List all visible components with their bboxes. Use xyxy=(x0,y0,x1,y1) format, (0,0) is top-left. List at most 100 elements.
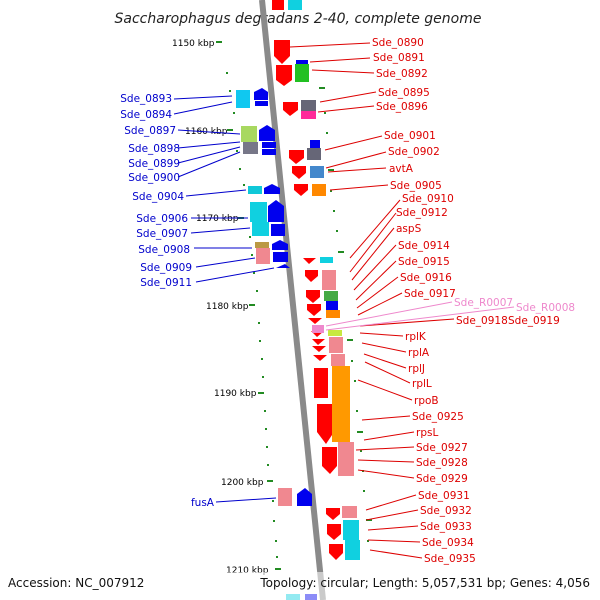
gene-label[interactable]: Sde_0894 xyxy=(120,109,172,121)
gene-label[interactable]: Sde_0934 xyxy=(422,537,474,549)
rna-gene[interactable] xyxy=(312,325,324,333)
gene-arrow[interactable] xyxy=(276,264,290,268)
gene-label[interactable]: Sde_0925 xyxy=(412,411,464,423)
gene-box[interactable] xyxy=(255,242,269,248)
gene-label[interactable]: Sde_0919 xyxy=(508,315,560,327)
gene-arrow[interactable] xyxy=(306,290,320,303)
gene-label[interactable]: Sde_0931 xyxy=(418,490,470,502)
gene-box[interactable] xyxy=(324,291,338,301)
gene-arrow[interactable] xyxy=(329,544,343,560)
gene-arrow[interactable] xyxy=(262,149,276,155)
gene-box[interactable] xyxy=(307,148,321,160)
gene-label[interactable]: rplK xyxy=(405,331,427,343)
gene-label[interactable]: rpsL xyxy=(416,427,438,439)
gene-arrow[interactable] xyxy=(273,252,288,262)
gene-arrow[interactable] xyxy=(326,508,340,520)
gene-arrow[interactable] xyxy=(310,140,320,148)
gene-label[interactable]: Sde_0900 xyxy=(128,172,180,184)
gene-box[interactable] xyxy=(310,166,324,178)
gene-label[interactable]: rplJ xyxy=(408,363,425,375)
gene-label[interactable]: Sde_0907 xyxy=(136,228,188,240)
gene-label[interactable]: Sde_0914 xyxy=(398,240,450,252)
gene-arrow[interactable] xyxy=(255,101,268,106)
gene-label[interactable]: Sde_0929 xyxy=(416,473,468,485)
gene-arrow[interactable] xyxy=(305,270,318,282)
gene-arrow[interactable] xyxy=(292,166,306,179)
gene-label[interactable]: Sde_0890 xyxy=(372,37,424,49)
gene-label[interactable]: Sde_0915 xyxy=(398,256,450,268)
gene-arrow[interactable] xyxy=(327,524,341,540)
gene-arrow[interactable] xyxy=(303,258,316,264)
gene-label[interactable]: Sde_0932 xyxy=(420,505,472,517)
gene-box[interactable] xyxy=(252,222,269,236)
gene-label[interactable]: Sde_0927 xyxy=(416,442,468,454)
gene-label[interactable]: Sde_0902 xyxy=(388,146,440,158)
gene-box[interactable] xyxy=(338,442,354,476)
gene-box[interactable] xyxy=(301,100,316,111)
gene-arrow[interactable] xyxy=(294,184,308,196)
gene-box[interactable] xyxy=(345,540,360,560)
gene-box[interactable] xyxy=(329,337,343,353)
gene-arrow[interactable] xyxy=(264,184,280,194)
gene-label[interactable]: avtA xyxy=(389,163,414,175)
gene-arrow[interactable] xyxy=(271,224,285,236)
gene-label[interactable]: Sde_0928 xyxy=(416,457,468,469)
gene-box[interactable] xyxy=(328,330,342,336)
gene-arrow[interactable] xyxy=(308,318,322,324)
gene-arrow[interactable] xyxy=(254,88,268,100)
gene-box[interactable] xyxy=(326,310,340,318)
gene-box[interactable] xyxy=(248,186,262,194)
gene-arrow[interactable] xyxy=(322,447,337,474)
gene-box[interactable] xyxy=(250,202,267,222)
gene-box[interactable] xyxy=(236,90,250,108)
gene-label[interactable]: Sde_0896 xyxy=(376,101,428,113)
gene-arrow[interactable] xyxy=(312,346,326,352)
gene-box[interactable] xyxy=(241,126,257,142)
gene-arrow[interactable] xyxy=(314,368,328,398)
gene-label[interactable]: rplA xyxy=(408,347,430,359)
gene-arrow[interactable] xyxy=(272,0,284,10)
gene-label[interactable]: Sde_0893 xyxy=(120,93,172,105)
gene-label[interactable]: rpoB xyxy=(414,395,439,407)
gene-arrow[interactable] xyxy=(317,404,334,444)
gene-label[interactable]: Sde_0904 xyxy=(132,191,184,203)
gene-arrow[interactable] xyxy=(313,355,327,361)
gene-label[interactable]: Sde_0891 xyxy=(373,52,425,64)
gene-label[interactable]: Sde_0911 xyxy=(140,277,192,289)
gene-box[interactable] xyxy=(295,64,309,82)
gene-label[interactable]: fusA xyxy=(191,497,215,509)
gene-label[interactable]: Sde_0897 xyxy=(124,125,176,137)
gene-arrow[interactable] xyxy=(283,102,298,116)
gene-arrow[interactable] xyxy=(262,142,276,148)
gene-arrow[interactable] xyxy=(326,300,338,310)
gene-box[interactable] xyxy=(256,248,270,264)
gene-box[interactable] xyxy=(288,0,302,10)
gene-arrow[interactable] xyxy=(296,60,308,64)
gene-label[interactable]: Sde_0912 xyxy=(396,207,448,219)
gene-box[interactable] xyxy=(278,488,292,506)
gene-arrow[interactable] xyxy=(274,40,290,64)
gene-label[interactable]: Sde_0917 xyxy=(404,288,456,300)
gene-label[interactable]: Sde_0908 xyxy=(138,244,190,256)
gene-arrow[interactable] xyxy=(289,150,304,164)
gene-arrow[interactable] xyxy=(259,125,275,141)
gene-label[interactable]: Sde_0898 xyxy=(128,143,180,155)
gene-label[interactable]: Sde_0933 xyxy=(420,521,472,533)
gene-arrow[interactable] xyxy=(297,488,312,506)
gene-arrow[interactable] xyxy=(276,65,292,86)
gene-label[interactable]: Sde_0906 xyxy=(136,213,188,225)
gene-label[interactable]: rplL xyxy=(412,378,432,390)
gene-box[interactable] xyxy=(343,520,359,540)
gene-label[interactable]: Sde_0909 xyxy=(140,262,192,274)
gene-box[interactable] xyxy=(332,366,350,442)
gene-label[interactable]: Sde_0899 xyxy=(128,158,180,170)
gene-arrow[interactable] xyxy=(268,200,284,222)
gene-box[interactable] xyxy=(342,506,357,518)
rna-label[interactable]: Sde_R0007 xyxy=(454,297,513,309)
gene-box[interactable] xyxy=(301,111,316,119)
gene-label[interactable]: Sde_0895 xyxy=(378,87,430,99)
rna-label[interactable]: Sde_R0008 xyxy=(516,302,575,314)
gene-box[interactable] xyxy=(312,184,326,196)
gene-arrow[interactable] xyxy=(307,304,321,316)
gene-label[interactable]: Sde_0916 xyxy=(400,272,452,284)
